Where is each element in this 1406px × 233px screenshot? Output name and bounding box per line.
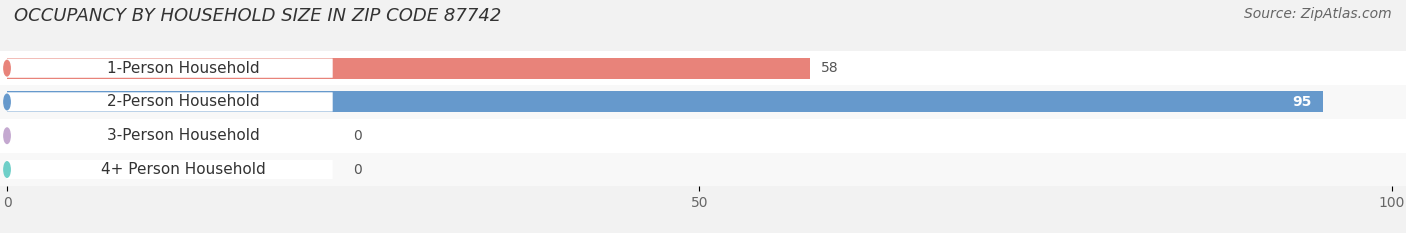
Circle shape	[4, 128, 10, 144]
FancyBboxPatch shape	[0, 153, 1406, 186]
Text: 0: 0	[353, 129, 361, 143]
Text: 4+ Person Household: 4+ Person Household	[101, 162, 266, 177]
Circle shape	[4, 162, 10, 177]
Text: 1-Person Household: 1-Person Household	[107, 61, 260, 76]
FancyBboxPatch shape	[0, 119, 1406, 153]
Text: 3-Person Household: 3-Person Household	[107, 128, 260, 143]
Bar	[7, 92, 1323, 112]
FancyBboxPatch shape	[7, 160, 333, 179]
Text: Source: ZipAtlas.com: Source: ZipAtlas.com	[1244, 7, 1392, 21]
Circle shape	[4, 94, 10, 110]
FancyBboxPatch shape	[0, 85, 1406, 119]
Text: OCCUPANCY BY HOUSEHOLD SIZE IN ZIP CODE 87742: OCCUPANCY BY HOUSEHOLD SIZE IN ZIP CODE …	[14, 7, 502, 25]
FancyBboxPatch shape	[7, 126, 333, 145]
FancyBboxPatch shape	[0, 51, 1406, 85]
Text: 95: 95	[1292, 95, 1312, 109]
Bar	[7, 58, 810, 79]
FancyBboxPatch shape	[7, 92, 333, 112]
Circle shape	[4, 60, 10, 76]
Text: 2-Person Household: 2-Person Household	[107, 94, 260, 110]
FancyBboxPatch shape	[7, 58, 333, 78]
Text: 58: 58	[821, 61, 839, 75]
Text: 0: 0	[353, 162, 361, 177]
